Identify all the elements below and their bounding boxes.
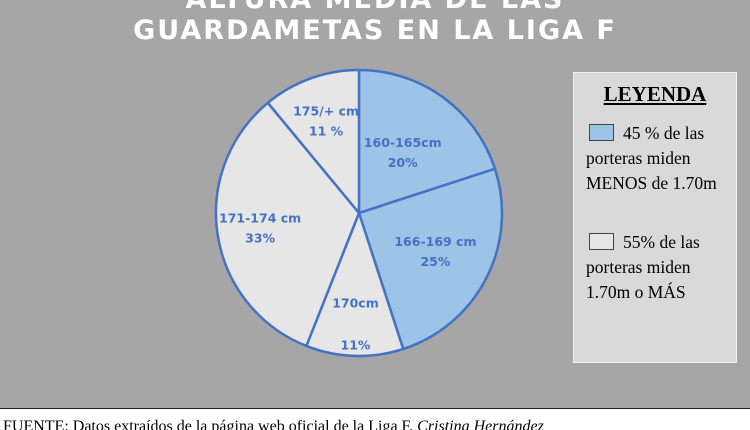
source-author: Cristina Hernández (417, 418, 544, 430)
source-text: FUENTE: Datos extraídos de la página web… (3, 418, 414, 430)
legend-title: LEYENDA (603, 82, 707, 106)
legend-item-170-or-more: 55% de las porteras miden 1.70m o MÁS (586, 230, 734, 305)
legend-item-text: 45 % de las porteras miden MENOS de 1.70… (586, 123, 717, 193)
pie-chart: 160-165cm 20% 166-169 cm 25% 170cm 11% 171-174… (214, 68, 504, 358)
pie-slice-label: 171-174 cm 33% (219, 211, 301, 246)
source-footer: FUENTE: Datos extraídos de la página web… (0, 408, 750, 430)
legend-swatch-gray (589, 233, 614, 250)
legend-swatch-blue (589, 124, 614, 141)
pie-slice-label: 160-165cm 20% (364, 135, 442, 170)
pie-slice (305, 211, 405, 358)
pie-slice-label: 170cm 11% (332, 295, 379, 352)
pie-slice (357, 167, 504, 351)
legend-box: LEYENDA 45 % de las porteras miden MENOS… (573, 72, 737, 363)
chart-title-line-2: GUARDAMETAS EN LA LIGA F (133, 15, 617, 46)
pie-slice (214, 101, 361, 348)
legend-item-under-170: 45 % de las porteras miden MENOS de 1.70… (586, 121, 734, 196)
pie-slice (266, 68, 361, 215)
pie-slice-label: 175/+ cm 11 % (293, 104, 359, 139)
chart-title-line-1: ALTURA MEDIA DE LAS (0, 0, 750, 17)
pie-slice (357, 68, 497, 215)
legend-item-text: 55% de las porteras miden 1.70m o MÁS (586, 232, 700, 302)
pie-slice-label: 166-169 cm 25% (394, 234, 476, 269)
